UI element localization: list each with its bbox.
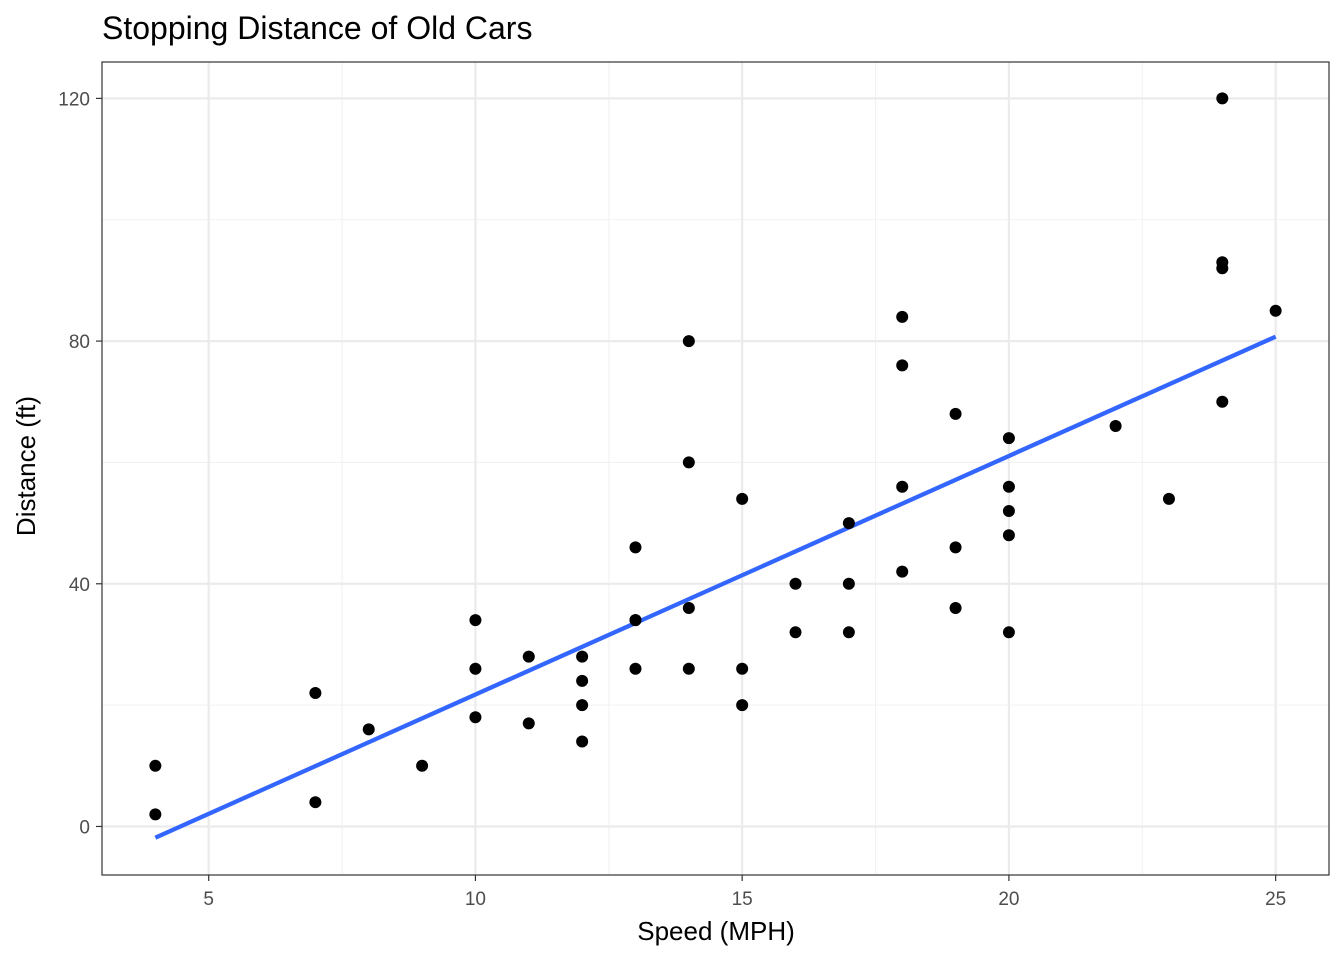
data-point <box>736 492 749 505</box>
data-point <box>949 407 962 420</box>
data-point <box>629 662 642 675</box>
data-point <box>896 480 909 493</box>
data-point <box>149 808 162 821</box>
y-tick-label: 120 <box>58 89 90 110</box>
data-point <box>896 359 909 372</box>
y-tick-label: 80 <box>69 332 90 353</box>
data-point <box>629 614 642 627</box>
data-point <box>949 541 962 554</box>
data-point <box>736 699 749 712</box>
data-points <box>149 92 1282 821</box>
data-point <box>576 699 589 712</box>
x-tick-label: 20 <box>998 889 1019 910</box>
x-tick-label: 15 <box>732 889 753 910</box>
data-point <box>469 662 482 675</box>
data-point <box>842 577 855 590</box>
data-point <box>842 517 855 530</box>
data-point <box>1162 492 1175 505</box>
data-point <box>522 650 535 663</box>
data-point <box>1109 420 1122 433</box>
major-gridlines <box>102 62 1329 875</box>
data-point <box>362 723 375 736</box>
data-point <box>682 456 695 469</box>
x-axis: 5 10 15 20 25 <box>203 875 1286 910</box>
regression-line-layer <box>154 334 1277 840</box>
data-point <box>896 310 909 323</box>
data-point <box>576 735 589 748</box>
data-point <box>1002 504 1015 517</box>
data-point <box>1002 480 1015 493</box>
data-point <box>1269 304 1282 317</box>
data-point <box>789 626 802 639</box>
data-point <box>1216 256 1229 269</box>
data-point <box>309 796 322 809</box>
data-point <box>736 662 749 675</box>
x-axis-title: Speed (MPH) <box>637 916 795 946</box>
data-point <box>1002 626 1015 639</box>
data-point <box>1002 432 1015 445</box>
x-tick-label: 5 <box>203 889 214 910</box>
data-point <box>1216 92 1229 105</box>
chart-title: Stopping Distance of Old Cars <box>102 10 532 46</box>
minor-gridlines <box>102 62 1329 875</box>
regression-line <box>154 334 1277 840</box>
x-tick-label: 25 <box>1265 889 1286 910</box>
data-point <box>682 662 695 675</box>
data-point <box>576 674 589 687</box>
y-axis: 0 40 80 120 <box>58 89 102 838</box>
panel-border <box>101 61 1330 876</box>
data-point <box>1216 395 1229 408</box>
data-point <box>309 686 322 699</box>
y-tick-label: 40 <box>69 575 90 596</box>
data-point <box>522 717 535 730</box>
data-point <box>1002 529 1015 542</box>
data-point <box>469 614 482 627</box>
data-point <box>949 602 962 615</box>
data-point <box>682 335 695 348</box>
data-point <box>149 759 162 772</box>
data-point <box>789 577 802 590</box>
x-tick-label: 10 <box>465 889 486 910</box>
data-point <box>416 759 429 772</box>
data-point <box>576 650 589 663</box>
data-point <box>469 711 482 724</box>
data-point <box>896 565 909 578</box>
data-point <box>682 602 695 615</box>
data-point <box>629 541 642 554</box>
data-point <box>842 626 855 639</box>
y-tick-label: 0 <box>79 817 90 838</box>
y-axis-title: Distance (ft) <box>11 396 41 536</box>
